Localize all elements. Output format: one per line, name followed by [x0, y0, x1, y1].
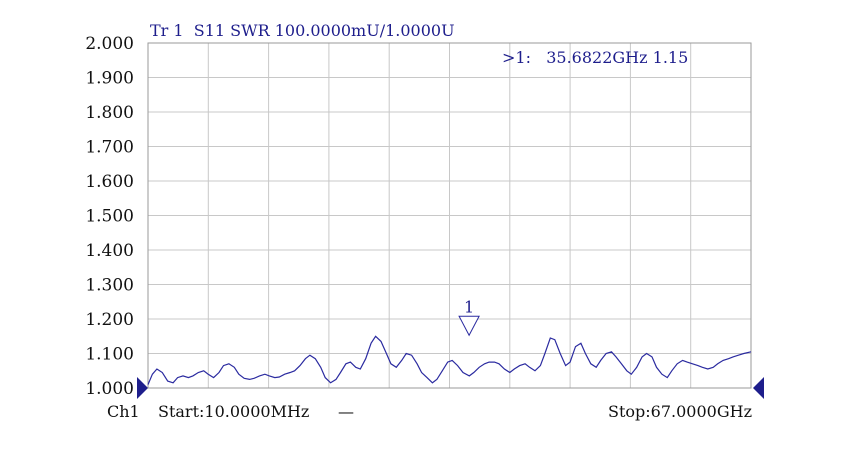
y-tick-label: 1.500 [85, 207, 134, 227]
marker-readout: >1: 35.6822GHz 1.15 [502, 48, 688, 67]
marker-1-label: 1 [464, 297, 474, 316]
y-tick-label: 1.100 [85, 345, 134, 365]
y-tick-label: 1.000 [85, 379, 134, 399]
right-reference-arrow[interactable] [753, 377, 764, 399]
y-tick-label: 1.200 [85, 310, 134, 330]
y-tick-label: 2.000 [85, 34, 134, 54]
y-tick-label: 1.800 [85, 103, 134, 123]
left-reference-arrow[interactable] [137, 377, 148, 399]
plot-border [147, 42, 752, 389]
y-tick-label: 1.700 [85, 138, 134, 158]
series-line-s11 [147, 335, 752, 385]
trace-header: Tr 1 S11 SWR 100.0000mU/1.0000U [150, 21, 455, 40]
y-tick-label: 1.900 [85, 69, 134, 89]
start-suffix: — [338, 402, 354, 421]
y-tick-label: 1.400 [85, 241, 134, 261]
y-tick-labels: 2.000 1.900 1.800 1.700 1.600 1.500 1.400 1.300… [85, 34, 134, 399]
stop-label: Stop:67.0000GHz [608, 402, 752, 421]
marker-1-triangle[interactable] [458, 315, 480, 337]
y-tick-label: 1.600 [85, 172, 134, 192]
grid [148, 43, 751, 388]
channel-label: Ch1 [107, 402, 140, 421]
y-tick-label: 1.300 [85, 276, 134, 296]
start-label: Start:10.0000MHz [158, 402, 309, 421]
